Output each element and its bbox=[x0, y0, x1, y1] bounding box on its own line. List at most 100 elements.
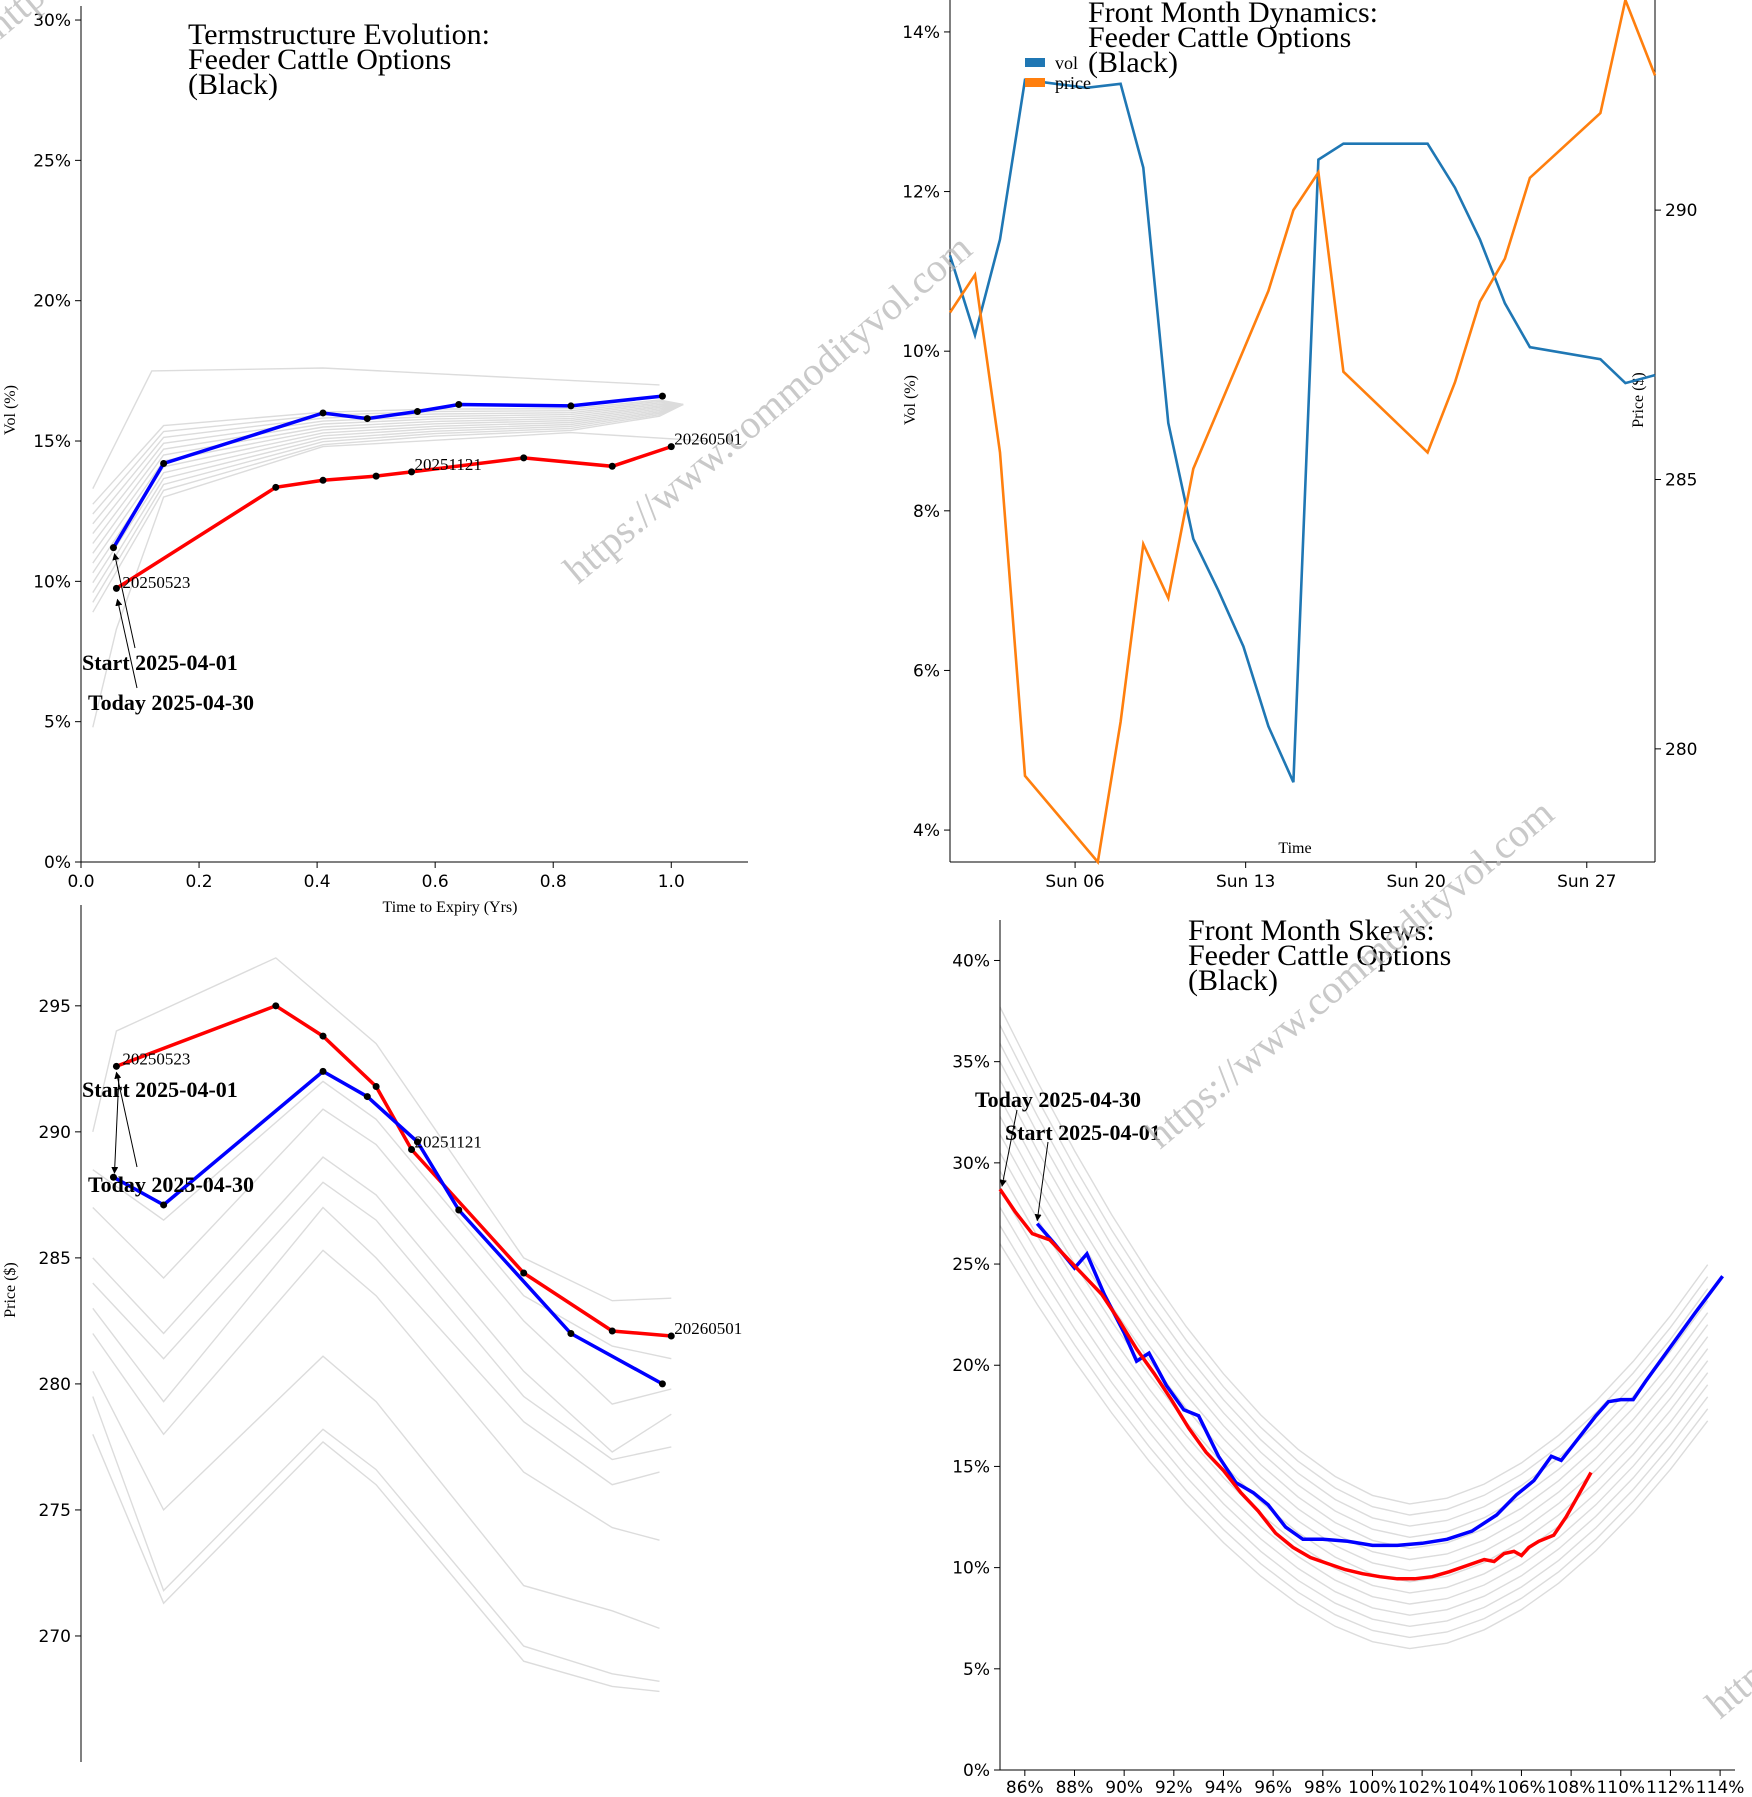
chart-title-line: (Black) bbox=[1188, 964, 1278, 997]
y-tick-label: 280 bbox=[39, 1375, 71, 1395]
front-month-skews-chart: 0% 5% 10% 15% 20% 25% 30% 35% 40% 86% 88% 90% 92% 94%… bbox=[952, 914, 1744, 1797]
series-line-vol bbox=[948, 78, 1656, 783]
y-tick-label: 4% bbox=[913, 821, 940, 841]
history-line bbox=[92, 403, 684, 603]
x-tick-label: 90% bbox=[1105, 1778, 1143, 1797]
x-tick-label: 114% bbox=[1696, 1778, 1745, 1797]
history-line bbox=[92, 1080, 672, 1360]
annotation-label: Today 2025-04-30 bbox=[88, 1172, 254, 1197]
data-point bbox=[520, 454, 528, 462]
chart-title-line: Front Month Dynamics: bbox=[1088, 0, 1378, 29]
x-tick-label: 88% bbox=[1056, 1778, 1094, 1797]
y-tick-label: 30% bbox=[952, 1154, 990, 1174]
data-point bbox=[608, 462, 616, 470]
watermark-text: https://www.commodityvol.com bbox=[1697, 1360, 1752, 1727]
x-axis-label: Time bbox=[1278, 840, 1311, 857]
x-tick-label: 0.0 bbox=[67, 872, 94, 892]
y-tick-label: 0% bbox=[963, 1761, 990, 1781]
y-tick-label: 8% bbox=[913, 502, 940, 522]
y-tick-label: 12% bbox=[902, 183, 940, 203]
history-line bbox=[92, 367, 660, 490]
annotation-arrow bbox=[112, 552, 136, 649]
data-point bbox=[272, 483, 280, 491]
termstructure-chart: 0.0 0.2 0.4 0.6 0.8 1.0 0% 5% 10% 15% 20% 25% 30% Tim… bbox=[2, 6, 748, 916]
y-tick-label: 20% bbox=[33, 292, 71, 312]
x-tick-label: Sun 20 bbox=[1387, 872, 1446, 892]
history-line bbox=[999, 1006, 1709, 1505]
point-label: 20250523 bbox=[122, 573, 190, 592]
history-line bbox=[999, 1170, 1709, 1605]
y-tick-label: 14% bbox=[902, 23, 940, 43]
chart-title-line: (Black) bbox=[1088, 46, 1178, 79]
history-line bbox=[999, 1024, 1709, 1516]
x-tick-label: 1.0 bbox=[658, 872, 685, 892]
y-tick-label: 40% bbox=[952, 951, 990, 971]
x-tick-label: 112% bbox=[1646, 1778, 1695, 1797]
series-line bbox=[111, 394, 663, 549]
term-prices-chart: 270 275 280 285 290 295 Price ($) 20250523 20251… bbox=[2, 905, 742, 1762]
annotation-arrow bbox=[114, 1071, 138, 1168]
history-line bbox=[92, 1156, 672, 1453]
y-tick-label: 6% bbox=[913, 661, 940, 681]
history-line bbox=[999, 1152, 1709, 1594]
data-point bbox=[112, 1062, 120, 1070]
y-tick-label: 10% bbox=[902, 342, 940, 362]
history-line bbox=[92, 431, 707, 728]
y-tick-label: 20% bbox=[952, 1356, 990, 1376]
annotation-arrow bbox=[1034, 1141, 1049, 1222]
data-point bbox=[319, 1032, 327, 1040]
history-line bbox=[92, 403, 684, 544]
history-line bbox=[999, 1207, 1709, 1628]
series-line bbox=[1035, 1222, 1724, 1548]
x-axis-label: Time to Expiry (Yrs) bbox=[383, 899, 518, 916]
history-line bbox=[999, 1225, 1709, 1639]
x-tick-label: 100% bbox=[1348, 1778, 1397, 1797]
history-line bbox=[999, 1079, 1709, 1550]
data-point bbox=[109, 1173, 117, 1181]
x-tick-label: 0.4 bbox=[304, 872, 331, 892]
history-line bbox=[92, 1249, 660, 1541]
annotation-label: Start 2025-04-01 bbox=[82, 650, 238, 675]
y-tick-label: 5% bbox=[44, 713, 71, 733]
chart-title-line: Termstructure Evolution: bbox=[188, 18, 490, 51]
point-label: 20251121 bbox=[415, 1132, 482, 1151]
data-point bbox=[567, 1330, 575, 1337]
y-tick-label: 5% bbox=[963, 1660, 990, 1680]
history-line bbox=[92, 1396, 660, 1682]
data-point bbox=[372, 472, 380, 480]
data-point bbox=[658, 1380, 666, 1388]
x-tick-label: 94% bbox=[1205, 1778, 1243, 1797]
history-line bbox=[999, 1243, 1709, 1650]
history-line bbox=[999, 1134, 1709, 1583]
x-tick-label: 108% bbox=[1547, 1778, 1596, 1797]
x-tick-label: 98% bbox=[1304, 1778, 1342, 1797]
data-point bbox=[413, 408, 421, 416]
history-line bbox=[92, 1434, 660, 1693]
x-tick-label: 102% bbox=[1398, 1778, 1447, 1797]
x-tick-label: 0.2 bbox=[186, 872, 213, 892]
history-line bbox=[92, 400, 684, 515]
history-line bbox=[92, 957, 672, 1302]
chart-title-line: (Black) bbox=[188, 68, 278, 101]
y-axis-label: Price ($) bbox=[2, 1262, 19, 1318]
history-line bbox=[999, 1188, 1709, 1616]
legend-swatch bbox=[1025, 58, 1045, 67]
chart-title-line: Front Month Skews: bbox=[1188, 914, 1435, 947]
history-line bbox=[92, 1108, 672, 1405]
x-tick-label: Sun 13 bbox=[1216, 872, 1275, 892]
y-tick-label: 270 bbox=[39, 1627, 71, 1647]
y-tick-label: 285 bbox=[39, 1249, 71, 1269]
series-line bbox=[112, 1069, 664, 1386]
annotation-label: Today 2025-04-30 bbox=[88, 690, 254, 715]
data-point bbox=[520, 1269, 528, 1277]
x-tick-label: 106% bbox=[1497, 1778, 1546, 1797]
data-point bbox=[408, 1145, 416, 1153]
y2-tick-label: 280 bbox=[1665, 740, 1697, 760]
series-line bbox=[115, 444, 672, 590]
x-tick-label: 110% bbox=[1596, 1778, 1645, 1797]
y-tick-label: 275 bbox=[39, 1501, 71, 1521]
legend-label: vol bbox=[1055, 53, 1078, 73]
y-tick-label: 15% bbox=[33, 432, 71, 452]
data-point bbox=[455, 1206, 463, 1214]
x-tick-label: 92% bbox=[1155, 1778, 1193, 1797]
